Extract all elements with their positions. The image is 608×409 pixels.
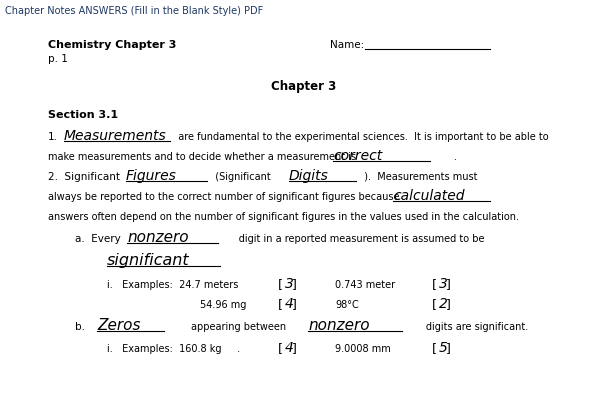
Text: 1.: 1. xyxy=(48,132,58,142)
Text: Zeros: Zeros xyxy=(97,317,140,332)
Text: digit in a reported measurement is assumed to be: digit in a reported measurement is assum… xyxy=(220,234,485,243)
Text: calculated: calculated xyxy=(393,189,465,202)
Text: 4: 4 xyxy=(285,296,294,310)
Text: ]: ] xyxy=(446,297,451,310)
Text: Section 3.1: Section 3.1 xyxy=(48,110,118,120)
Text: ]: ] xyxy=(292,341,297,354)
Text: Chapter 3: Chapter 3 xyxy=(271,80,337,93)
Text: [: [ xyxy=(278,341,283,354)
Text: 4: 4 xyxy=(285,340,294,354)
Text: 0.743 meter: 0.743 meter xyxy=(335,279,395,289)
Text: p. 1: p. 1 xyxy=(48,54,68,64)
Text: ]: ] xyxy=(446,277,451,290)
Text: nonzero: nonzero xyxy=(308,317,370,332)
Text: 2.  Significant: 2. Significant xyxy=(48,172,123,182)
Text: 54.96 mg: 54.96 mg xyxy=(200,299,246,309)
Text: Figures: Figures xyxy=(126,169,177,182)
Text: correct: correct xyxy=(333,148,382,163)
Text: ]: ] xyxy=(446,341,451,354)
Text: 3: 3 xyxy=(285,276,294,290)
Text: [: [ xyxy=(432,277,437,290)
Text: always be reported to the correct number of significant figures because: always be reported to the correct number… xyxy=(48,191,402,202)
Text: significant: significant xyxy=(107,252,190,267)
Text: (Significant: (Significant xyxy=(209,172,274,182)
Text: 9.0008 mm: 9.0008 mm xyxy=(335,343,391,353)
Text: Measurements: Measurements xyxy=(64,129,167,143)
Text: digits are significant.: digits are significant. xyxy=(404,321,528,331)
Text: ).  Measurements must: ). Measurements must xyxy=(358,172,477,182)
Text: Chapter Notes ANSWERS (Fill in the Blank Style) PDF: Chapter Notes ANSWERS (Fill in the Blank… xyxy=(5,6,263,16)
Text: [: [ xyxy=(432,341,437,354)
Text: ]: ] xyxy=(292,277,297,290)
Text: i.   Examples:  24.7 meters: i. Examples: 24.7 meters xyxy=(107,279,238,289)
Text: appearing between: appearing between xyxy=(166,321,289,331)
Text: are fundamental to the experimental sciences.  It is important to be able to: are fundamental to the experimental scie… xyxy=(172,132,548,142)
Text: 5: 5 xyxy=(439,340,448,354)
Text: nonzero: nonzero xyxy=(127,229,188,245)
Text: ]: ] xyxy=(292,297,297,310)
Text: answers often depend on the number of significant figures in the values used in : answers often depend on the number of si… xyxy=(48,211,519,221)
Text: Chemistry Chapter 3: Chemistry Chapter 3 xyxy=(48,40,176,50)
Text: .: . xyxy=(432,152,457,162)
Text: [: [ xyxy=(432,297,437,310)
Text: 3: 3 xyxy=(439,276,448,290)
Text: 98°C: 98°C xyxy=(335,299,359,309)
Text: b.: b. xyxy=(75,321,91,331)
Text: Name:: Name: xyxy=(330,40,367,50)
Text: a.  Every: a. Every xyxy=(75,234,124,243)
Text: [: [ xyxy=(278,297,283,310)
Text: 2: 2 xyxy=(439,296,448,310)
Text: i.   Examples:  160.8 kg     .: i. Examples: 160.8 kg . xyxy=(107,343,249,353)
Text: make measurements and to decide whether a measurement is: make measurements and to decide whether … xyxy=(48,152,359,162)
Text: Digits: Digits xyxy=(289,169,329,182)
Text: [: [ xyxy=(278,277,283,290)
